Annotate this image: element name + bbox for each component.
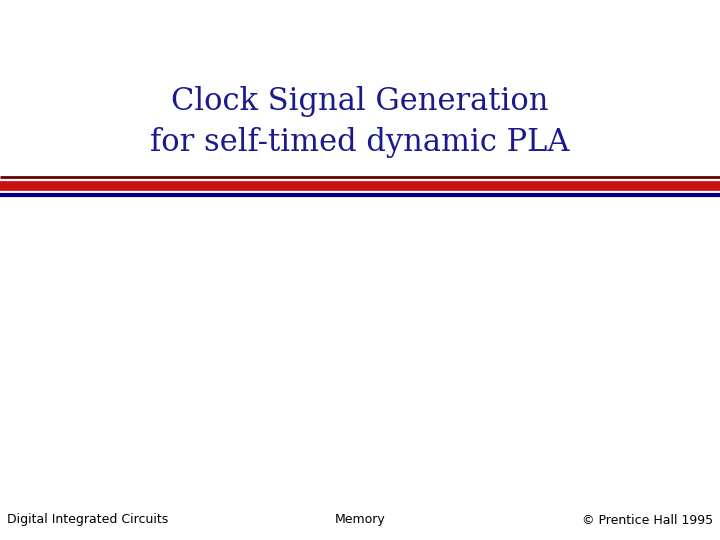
Text: Clock Signal Generation
for self-timed dynamic PLA: Clock Signal Generation for self-timed d…	[150, 86, 570, 158]
Text: Memory: Memory	[335, 514, 385, 526]
Text: Digital Integrated Circuits: Digital Integrated Circuits	[7, 514, 168, 526]
Text: © Prentice Hall 1995: © Prentice Hall 1995	[582, 514, 713, 526]
